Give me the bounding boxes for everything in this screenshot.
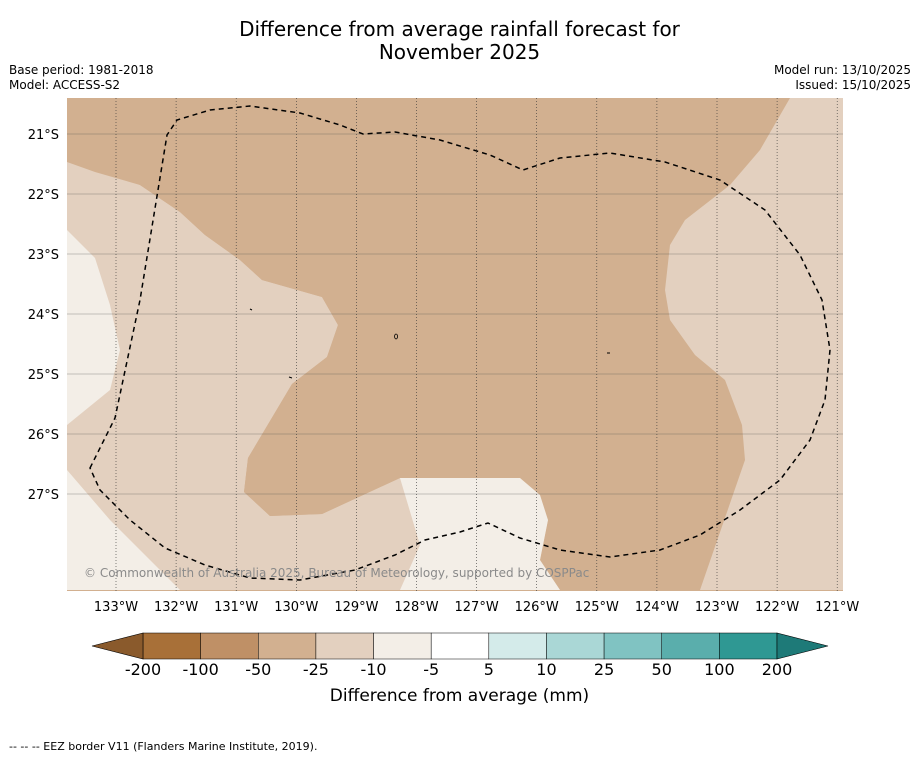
longitude-label: 125°W (575, 600, 619, 615)
colorbar-tick-label: -50 (245, 660, 272, 679)
longitude-label: 132°W (154, 600, 198, 615)
eez-border (89, 105, 831, 581)
colorbar (91, 632, 829, 660)
region-light-south (400, 478, 560, 590)
longitude-label: 130°W (274, 600, 318, 615)
attribution: © Commonwealth of Australia 2025, Bureau… (84, 566, 589, 580)
island-marker (394, 333, 398, 340)
map-title: Difference from average rainfall forecas… (0, 18, 919, 64)
colorbar-tick-label: -10 (360, 660, 387, 679)
colorbar-segment (719, 632, 778, 660)
colorbar-segment (430, 632, 490, 660)
longitude-label: 128°W (394, 600, 438, 615)
latitude-label: 24°S (28, 308, 59, 323)
latitude-label: 21°S (28, 128, 59, 143)
graticule (67, 98, 843, 591)
colorbar-tick-label: -5 (423, 660, 440, 679)
longitude-label: 123°W (695, 600, 739, 615)
colorbar-tick-label: 50 (651, 660, 672, 679)
colorbar-segment (258, 632, 317, 660)
colorbar-tick-label: -100 (182, 660, 219, 679)
colorbar-segment (315, 632, 374, 660)
longitude-label: 124°W (635, 600, 679, 615)
model-run: Model run: 13/10/2025 (773, 63, 911, 77)
colorbar-segment (603, 632, 662, 660)
colorbar-tick-label: 100 (704, 660, 735, 679)
latitude-label: 22°S (28, 188, 59, 203)
issued-date: Issued: 15/10/2025 (795, 78, 911, 92)
colorbar-tick-label: 200 (761, 660, 793, 679)
region-tan-west (67, 98, 790, 590)
colorbar-segment (488, 632, 547, 660)
colorbar-under-arrow (91, 632, 144, 660)
longitude-label: 131°W (214, 600, 258, 615)
longitude-label: 133°W (94, 600, 138, 615)
map-area (67, 98, 843, 591)
longitude-label: 126°W (515, 600, 559, 615)
longitude-label: 122°W (755, 600, 799, 615)
region-light-west (67, 230, 180, 590)
latitude-label: 23°S (28, 248, 59, 263)
latitude-label: 27°S (28, 488, 59, 503)
meta-left: Base period: 1981-2018 Model: ACCESS-S2 (9, 63, 154, 93)
colorbar-tick-label: 5 (483, 660, 494, 679)
latitude-labels: 21°S 22°S 23°S 24°S 25°S 26°S 27°S (28, 128, 59, 503)
model-name: Model: ACCESS-S2 (9, 78, 121, 92)
title-line-2: November 2025 (378, 40, 541, 64)
island-marker (249, 308, 610, 379)
colorbar-segment (142, 632, 201, 660)
colorbar-tick-label: -25 (302, 660, 329, 679)
colorbar-segment (200, 632, 259, 660)
longitude-label: 121°W (815, 600, 859, 615)
footer-legend: -- -- -- EEZ border V11 (Flanders Marine… (9, 740, 318, 753)
latitude-label: 26°S (28, 428, 59, 443)
region-pale-east (665, 98, 843, 590)
colorbar-tick-label: 10 (536, 660, 557, 679)
meta-right: Model run: 13/10/2025 Issued: 15/10/2025 (774, 63, 911, 93)
colorbar-segment (661, 632, 720, 660)
longitude-label: 129°W (334, 600, 378, 615)
base-period: Base period: 1981-2018 (9, 63, 154, 77)
colorbar-over-arrow (776, 632, 829, 660)
colorbar-segment (373, 632, 432, 660)
colorbar-tick-label: 25 (593, 660, 615, 679)
longitude-labels: 133°W 132°W 131°W 130°W 129°W 128°W 127°W 126°W… (94, 600, 860, 615)
colorbar-tick-label: -200 (124, 660, 162, 679)
colorbar-axis-title: Difference from average (mm) (329, 686, 590, 706)
longitude-label: 127°W (455, 600, 499, 615)
title-line-1: Difference from average rainfall forecas… (239, 17, 680, 41)
latitude-label: 25°S (28, 368, 59, 383)
colorbar-segment (546, 632, 605, 660)
region-pale-west (67, 98, 560, 590)
